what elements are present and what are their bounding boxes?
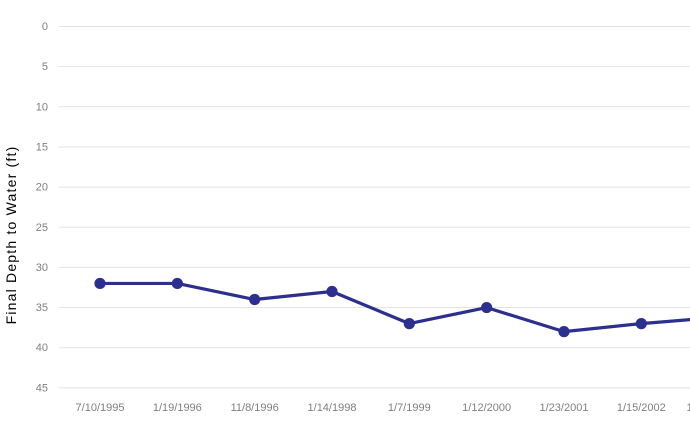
x-tick-label: 7/10/1995 bbox=[76, 402, 125, 414]
clipped-x-tick-label-fragment: 1 bbox=[687, 402, 690, 414]
y-tick-label: 30 bbox=[36, 262, 48, 274]
x-tick-label: 1/14/1998 bbox=[308, 402, 357, 414]
y-tick-label: 0 bbox=[42, 21, 48, 33]
y-tick-label: 10 bbox=[36, 101, 48, 113]
x-axis-tick-labels: 7/10/1995 1/19/1996 11/8/1996 1/14/1998 1/7/… bbox=[76, 402, 690, 414]
data-series-layer bbox=[94, 277, 690, 338]
x-tick-label: 1/23/2001 bbox=[540, 402, 589, 414]
y-tick-label: 5 bbox=[42, 61, 48, 73]
y-tick-label: 40 bbox=[36, 342, 48, 354]
x-tick-label: 1/12/2000 bbox=[462, 402, 511, 414]
data-point[interactable] bbox=[403, 318, 415, 330]
y-axis-tick-labels: 0 5 10 15 20 25 30 35 40 45 bbox=[36, 21, 48, 394]
y-tick-label: 20 bbox=[36, 182, 48, 194]
y-tick-label: 45 bbox=[36, 382, 48, 394]
data-point[interactable] bbox=[171, 277, 183, 290]
data-point[interactable] bbox=[481, 301, 493, 314]
data-point[interactable] bbox=[326, 285, 338, 298]
data-point[interactable] bbox=[94, 277, 106, 290]
y-axis-title: Final Depth to Water (ft) bbox=[3, 146, 19, 325]
data-point[interactable] bbox=[635, 318, 647, 330]
x-tick-label: 11/8/1996 bbox=[231, 402, 279, 414]
y-tick-label: 35 bbox=[36, 302, 48, 314]
data-point[interactable] bbox=[249, 293, 261, 306]
x-tick-label: 1/7/1999 bbox=[388, 402, 431, 414]
y-tick-label: 15 bbox=[36, 141, 48, 153]
data-point[interactable] bbox=[558, 326, 570, 338]
y-tick-label: 25 bbox=[36, 222, 48, 234]
gridlines-layer bbox=[59, 26, 690, 389]
x-tick-label: 1/19/1996 bbox=[153, 402, 202, 414]
x-tick-label: 1/15/2002 bbox=[617, 402, 666, 414]
